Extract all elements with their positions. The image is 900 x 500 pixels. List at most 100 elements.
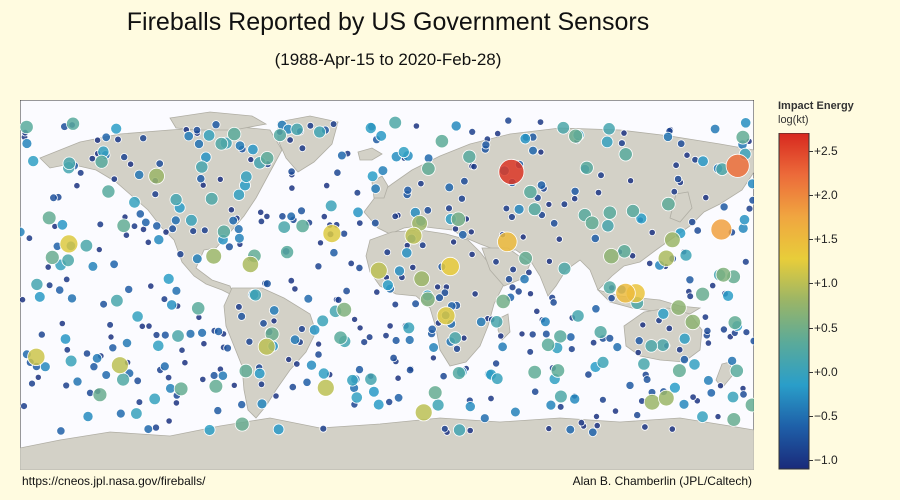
fireball-point[interactable] [440, 256, 460, 277]
fireball-point[interactable] [111, 356, 129, 375]
fireball-point[interactable] [492, 258, 500, 266]
fireball-point[interactable] [353, 189, 362, 197]
fireball-point[interactable] [356, 219, 364, 227]
fireball-point[interactable] [735, 129, 751, 145]
fireball-point[interactable] [152, 331, 161, 339]
fireball-point[interactable] [370, 183, 381, 194]
fireball-point[interactable] [233, 224, 244, 235]
fireball-point[interactable] [178, 346, 186, 354]
fireball-point[interactable] [337, 150, 347, 161]
fireball-point[interactable] [213, 326, 224, 337]
fireball-point[interactable] [34, 373, 42, 381]
fireball-point[interactable] [664, 231, 681, 249]
fireball-point[interactable] [491, 372, 504, 385]
fireball-point[interactable] [693, 226, 702, 235]
fireball-point[interactable] [620, 129, 628, 137]
fireball-point[interactable] [725, 153, 750, 178]
fireball-point[interactable] [333, 168, 342, 177]
fireball-point[interactable] [738, 214, 751, 226]
fireball-point[interactable] [436, 306, 456, 326]
fireball-point[interactable] [268, 305, 280, 316]
fireball-point[interactable] [33, 291, 46, 303]
fireball-point[interactable] [63, 346, 71, 354]
fireball-point[interactable] [209, 371, 219, 380]
fireball-point[interactable] [320, 213, 328, 221]
fireball-point[interactable] [37, 330, 46, 339]
fireball-point[interactable] [115, 408, 126, 419]
fireball-point[interactable] [434, 134, 449, 149]
fireball-point[interactable] [722, 289, 734, 302]
fireball-point[interactable] [107, 333, 115, 341]
fireball-point[interactable] [227, 126, 242, 142]
fireball-point[interactable] [324, 199, 338, 213]
fireball-point[interactable] [247, 143, 259, 156]
fireball-point[interactable] [235, 303, 243, 311]
fireball-point[interactable] [313, 125, 327, 139]
fireball-point[interactable] [601, 135, 614, 149]
fireball-point[interactable] [285, 355, 293, 363]
fireball-point[interactable] [232, 188, 246, 201]
fireball-point[interactable] [404, 335, 415, 345]
fireball-point[interactable] [742, 328, 751, 337]
fireball-point[interactable] [451, 366, 466, 381]
fireball-point[interactable] [96, 220, 105, 229]
fireball-point[interactable] [536, 118, 545, 126]
fireball-point[interactable] [319, 424, 328, 433]
fireball-point[interactable] [317, 367, 330, 380]
fireball-point[interactable] [272, 423, 285, 436]
fireball-point[interactable] [526, 290, 534, 298]
fireball-point[interactable] [116, 372, 130, 387]
fireball-point[interactable] [458, 230, 468, 240]
fireball-point[interactable] [688, 358, 701, 371]
fireball-point[interactable] [360, 338, 369, 347]
fireball-point[interactable] [286, 211, 297, 222]
fireball-point[interactable] [466, 426, 474, 435]
fireball-point[interactable] [634, 348, 642, 357]
fireball-point[interactable] [668, 425, 676, 433]
fireball-point[interactable] [411, 299, 420, 309]
fireball-point[interactable] [729, 363, 744, 378]
fireball-point[interactable] [314, 262, 323, 271]
fireball-point[interactable] [611, 407, 620, 415]
fireball-point[interactable] [393, 393, 404, 403]
fireball-point[interactable] [464, 401, 476, 413]
fireball-point[interactable] [59, 333, 72, 345]
fireball-point[interactable] [124, 284, 134, 294]
fireball-point[interactable] [618, 139, 626, 148]
fireball-point[interactable] [303, 294, 314, 304]
fireball-point[interactable] [417, 179, 425, 188]
fireball-point[interactable] [257, 337, 276, 356]
fireball-point[interactable] [749, 336, 754, 346]
fireball-point[interactable] [591, 304, 601, 314]
fireball-point[interactable] [523, 184, 538, 200]
fireball-point[interactable] [579, 160, 594, 175]
fireball-point[interactable] [89, 362, 99, 372]
fireball-point[interactable] [134, 169, 145, 180]
fireball-point[interactable] [110, 175, 118, 183]
fireball-point[interactable] [568, 128, 583, 144]
fireball-point[interactable] [385, 397, 394, 406]
fireball-point[interactable] [228, 215, 239, 226]
fireball-point[interactable] [697, 155, 709, 167]
fireball-point[interactable] [404, 226, 423, 245]
fireball-point[interactable] [439, 372, 448, 381]
fireball-point[interactable] [719, 202, 729, 212]
fireball-point[interactable] [497, 341, 508, 353]
fireball-point[interactable] [678, 398, 690, 410]
fireball-point[interactable] [354, 365, 364, 375]
fireball-point[interactable] [527, 365, 542, 380]
fireball-point[interactable] [263, 212, 271, 221]
fireball-point[interactable] [223, 343, 232, 353]
fireball-point[interactable] [260, 151, 275, 166]
fireball-point[interactable] [375, 130, 388, 142]
fireball-point[interactable] [602, 122, 616, 136]
fireball-point[interactable] [479, 413, 490, 424]
fireball-point[interactable] [452, 423, 466, 437]
fireball-point[interactable] [495, 293, 511, 309]
fireball-point[interactable] [428, 342, 439, 353]
fireball-point[interactable] [688, 217, 697, 227]
fireball-point[interactable] [76, 169, 85, 177]
fireball-point[interactable] [571, 195, 579, 203]
fireball-point[interactable] [590, 233, 600, 243]
fireball-point[interactable] [565, 424, 576, 435]
